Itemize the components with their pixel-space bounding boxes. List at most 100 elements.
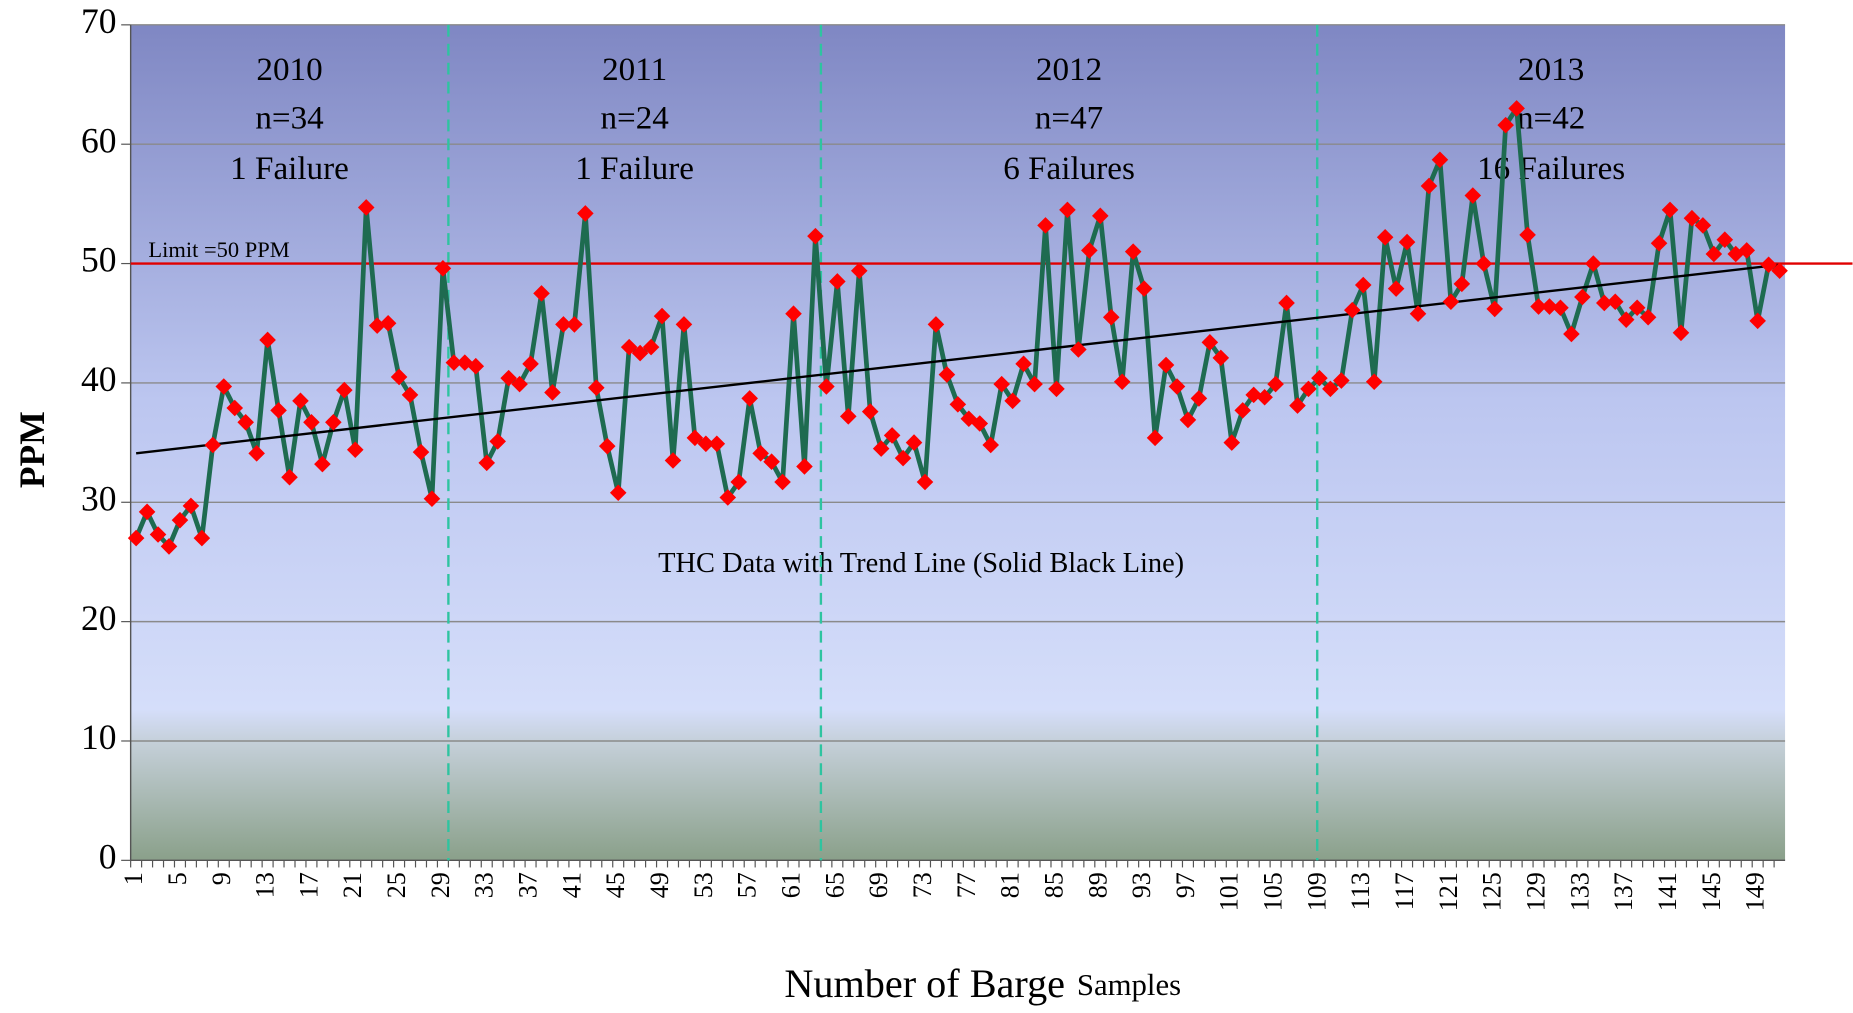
data-marker xyxy=(1015,355,1032,373)
data-marker xyxy=(697,435,715,453)
data-marker xyxy=(182,497,200,515)
data-marker xyxy=(171,511,189,529)
x-tick-label: 25 xyxy=(382,872,411,898)
data-marker xyxy=(555,316,572,333)
x-tick-label: 129 xyxy=(1522,872,1551,911)
y-tick-label: 20 xyxy=(81,598,117,638)
data-marker xyxy=(193,529,211,547)
x-tick-label: 93 xyxy=(1127,872,1156,898)
y-tick-label: 70 xyxy=(81,1,117,41)
period-count: n=42 xyxy=(1517,99,1585,136)
data-marker xyxy=(336,381,353,399)
x-tick-label: 101 xyxy=(1215,872,1244,911)
x-tick-label: 149 xyxy=(1741,872,1770,911)
data-marker xyxy=(872,440,890,457)
plot-area xyxy=(130,24,1786,861)
data-marker xyxy=(390,368,408,386)
data-marker xyxy=(905,434,923,451)
data-marker xyxy=(533,285,550,302)
period-year: 2010 xyxy=(256,51,322,88)
x-axis-label-small: Samples xyxy=(1077,968,1181,1002)
data-marker xyxy=(1519,226,1536,244)
data-marker xyxy=(1431,151,1449,169)
x-tick-label: 113 xyxy=(1346,872,1375,910)
y-tick-label: 40 xyxy=(81,359,117,399)
data-marker xyxy=(1300,380,1317,398)
data-marker xyxy=(675,316,693,333)
data-marker xyxy=(1650,234,1668,252)
data-marker xyxy=(653,307,671,325)
data-marker xyxy=(1223,434,1241,451)
x-tick-label: 1 xyxy=(119,872,148,885)
data-marker xyxy=(303,414,320,431)
data-marker xyxy=(1771,262,1788,280)
data-marker xyxy=(1749,312,1766,330)
data-marker xyxy=(467,357,485,375)
period-count: n=34 xyxy=(255,99,324,136)
data-marker xyxy=(1256,388,1273,406)
data-marker xyxy=(1201,334,1219,351)
data-marker xyxy=(368,317,386,334)
data-marker xyxy=(489,433,506,450)
data-marker xyxy=(686,429,704,447)
data-marker xyxy=(708,435,726,453)
data-marker xyxy=(1048,380,1065,398)
period-failures: 1 Failure xyxy=(575,150,694,187)
data-marker xyxy=(894,449,912,467)
data-marker xyxy=(1311,369,1328,387)
data-marker xyxy=(1552,299,1569,317)
x-tick-label: 17 xyxy=(294,872,323,898)
data-marker xyxy=(785,305,802,322)
data-marker xyxy=(796,458,813,475)
data-marker xyxy=(763,453,780,470)
data-marker xyxy=(1190,390,1208,407)
y-tick-label: 0 xyxy=(99,836,117,876)
x-tick-label: 13 xyxy=(251,872,280,898)
data-marker xyxy=(1596,294,1613,312)
x-tick-label: 121 xyxy=(1434,872,1463,911)
period-failures: 1 Failure xyxy=(230,150,349,187)
data-marker xyxy=(1705,245,1723,263)
data-marker xyxy=(774,473,791,491)
data-marker xyxy=(1639,308,1657,326)
data-marker xyxy=(1059,201,1076,219)
data-marker xyxy=(357,199,375,216)
trend-line xyxy=(135,263,1780,455)
data-marker xyxy=(642,338,660,356)
x-tick-label: 117 xyxy=(1390,872,1419,910)
data-marker xyxy=(916,473,934,491)
x-tick-label: 57 xyxy=(733,872,762,898)
data-marker xyxy=(1574,288,1591,306)
x-axis-label: Number of Barge Samples xyxy=(784,961,1181,1006)
data-marker xyxy=(1322,380,1339,398)
data-marker xyxy=(325,414,342,431)
data-marker xyxy=(1354,276,1372,294)
x-tick-label: 81 xyxy=(996,872,1025,898)
data-marker xyxy=(478,454,496,472)
data-marker xyxy=(1420,177,1438,195)
data-marker xyxy=(1081,242,1098,259)
data-marker xyxy=(379,314,397,332)
x-tick-label: 141 xyxy=(1653,872,1682,911)
data-marker xyxy=(423,490,441,507)
data-marker xyxy=(938,366,956,383)
x-tick-label: 5 xyxy=(163,872,192,885)
x-tick-label: 125 xyxy=(1478,872,1507,911)
data-marker xyxy=(1026,375,1043,393)
x-tick-label: 137 xyxy=(1609,872,1638,911)
data-marker xyxy=(752,445,769,462)
data-marker xyxy=(1409,305,1427,322)
data-marker xyxy=(1037,217,1054,234)
data-marker xyxy=(237,414,254,431)
data-marker xyxy=(138,503,156,521)
data-marker xyxy=(861,403,879,420)
x-tick-label: 41 xyxy=(557,872,586,898)
y-tick-label: 50 xyxy=(81,240,117,280)
data-marker xyxy=(1157,356,1175,374)
data-marker xyxy=(982,436,1000,454)
data-marker xyxy=(1267,375,1284,393)
x-tick-label: 45 xyxy=(601,872,630,898)
x-tick-label: 133 xyxy=(1565,872,1594,911)
data-marker xyxy=(1661,201,1679,219)
